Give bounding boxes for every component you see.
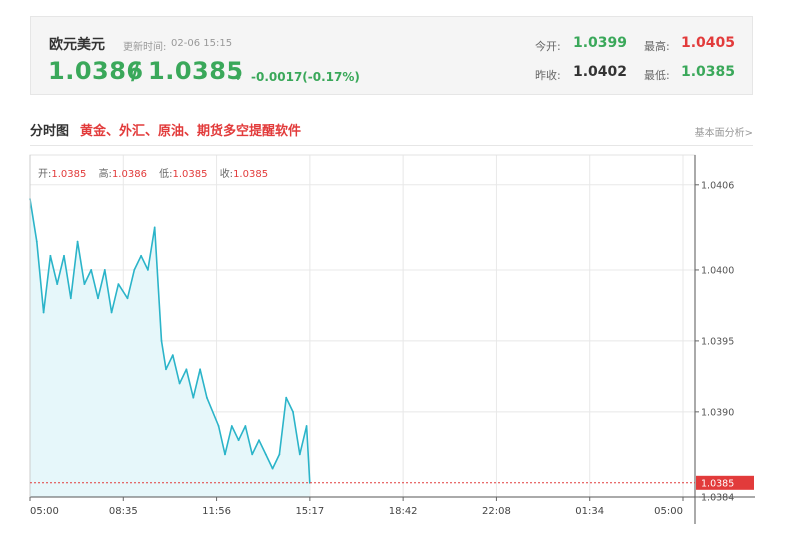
- low-label: 最低:: [644, 69, 670, 82]
- price-point: [278, 453, 281, 456]
- y-axis-ticks: 1.0406 1.0400 1.0395 1.0390 1.0384: [695, 180, 734, 504]
- price-point: [206, 396, 208, 399]
- y-tick-label: 1.0384: [701, 493, 734, 504]
- ohlc-close-value: 1.0385: [233, 169, 269, 180]
- price-area-layer: [29, 198, 311, 497]
- prev-close-value: 1.0402: [573, 64, 628, 80]
- price-point: [110, 311, 113, 314]
- price-point: [160, 340, 163, 342]
- price-point: [192, 396, 195, 399]
- price-point: [49, 254, 52, 257]
- price-point: [178, 382, 181, 385]
- ohlc-open-label: 开:: [38, 169, 52, 180]
- current-price-tag: [696, 475, 754, 490]
- price-point: [90, 269, 93, 271]
- price-line: [29, 198, 311, 483]
- ohlc-high-label: 高:: [98, 169, 112, 180]
- price-point: [185, 368, 188, 371]
- price-point: [147, 269, 149, 271]
- price-point: [63, 254, 65, 257]
- x-tick-label: 22:08: [482, 506, 511, 517]
- price-separator: /: [131, 57, 140, 85]
- x-axis-ticks: 05:00 08:35 11:56 15:17 18:42 22:08 01:34 05:00: [29, 497, 684, 517]
- pair-name: 欧元美元: [49, 37, 105, 53]
- ohlc-open-value: 1.0385: [51, 169, 87, 180]
- price-point: [42, 311, 45, 314]
- price-point: [217, 425, 220, 427]
- price-area-fill: [30, 199, 310, 497]
- section-title: 分时图: [30, 124, 70, 139]
- price-point: [103, 269, 106, 271]
- price-point: [224, 453, 226, 456]
- price-point: [76, 240, 79, 243]
- price-point: [230, 425, 233, 427]
- ask-price: 1.0385: [148, 57, 244, 85]
- price-point: [171, 354, 174, 356]
- price-point: [264, 453, 267, 456]
- prev-close-label: 昨收:: [535, 69, 561, 82]
- x-tick-label: 08:35: [109, 506, 138, 517]
- fundamental-analysis-link[interactable]: 基本面分析>: [694, 128, 753, 139]
- open-label: 今开:: [535, 40, 561, 53]
- price-point: [69, 297, 72, 300]
- title-divider: [30, 145, 753, 146]
- y-tick-label: 1.0406: [701, 180, 734, 191]
- ohlc-high-value: 1.0386: [111, 169, 147, 180]
- x-tick-label: 15:17: [295, 506, 324, 517]
- update-time: 02-06 15:15: [171, 38, 233, 49]
- price-point: [83, 283, 86, 285]
- price-point: [117, 283, 120, 285]
- high-value: 1.0405: [681, 35, 736, 51]
- bid-price: 1.0386: [48, 57, 144, 85]
- x-tick-label: 11:56: [202, 506, 231, 517]
- promo-link[interactable]: 黄金、外汇、原油、期货多空提醒软件: [80, 124, 302, 139]
- ohlc-close-label: 收:: [219, 169, 234, 180]
- price-point: [133, 269, 136, 271]
- price-point: [35, 240, 38, 243]
- price-point: [97, 297, 99, 300]
- x-tick-label: 01:34: [575, 506, 604, 517]
- low-value: 1.0385: [681, 64, 736, 80]
- price-point: [165, 368, 167, 371]
- open-value: 1.0399: [573, 35, 628, 51]
- x-tick-label: 18:42: [389, 506, 418, 517]
- price-point: [244, 425, 247, 427]
- price-point: [126, 297, 129, 300]
- y-tick-label: 1.0395: [701, 336, 734, 347]
- x-tick-label: 05:00: [30, 506, 59, 517]
- ohlc-info-bar: 开:1.0385 高:1.0386 低:1.0385 收:1.0385: [38, 165, 277, 180]
- ohlc-low-label: 低:: [159, 169, 173, 180]
- price-point: [140, 254, 143, 257]
- y-tick-label: 1.0400: [701, 265, 734, 276]
- price-point: [292, 411, 294, 413]
- price-point: [285, 396, 288, 399]
- current-price-label: 1.0385: [701, 478, 734, 489]
- chart-axes: [29, 154, 755, 524]
- price-point: [298, 453, 301, 456]
- price-point: [153, 226, 156, 229]
- update-label: 更新时间:: [123, 42, 167, 53]
- price-point: [305, 425, 308, 427]
- price-point: [258, 439, 260, 442]
- current-price-marker-layer: 1.0385: [30, 475, 754, 490]
- price-point: [251, 453, 254, 456]
- down-arrow-icon: ↓: [233, 69, 244, 83]
- x-tick-label: 05:00: [654, 506, 683, 517]
- ohlc-low-value: 1.0385: [172, 169, 208, 180]
- y-tick-label: 1.0390: [701, 407, 734, 418]
- high-label: 最高:: [644, 40, 670, 53]
- price-point: [271, 467, 274, 470]
- price-point: [56, 283, 59, 285]
- price-change: -0.0017(-0.17%): [251, 70, 360, 84]
- quote-panel: 欧元美元 更新时间: 02-06 15:15 1.0386 / 1.0385 ↓…: [30, 16, 753, 95]
- price-point: [237, 439, 240, 442]
- price-point: [199, 368, 202, 371]
